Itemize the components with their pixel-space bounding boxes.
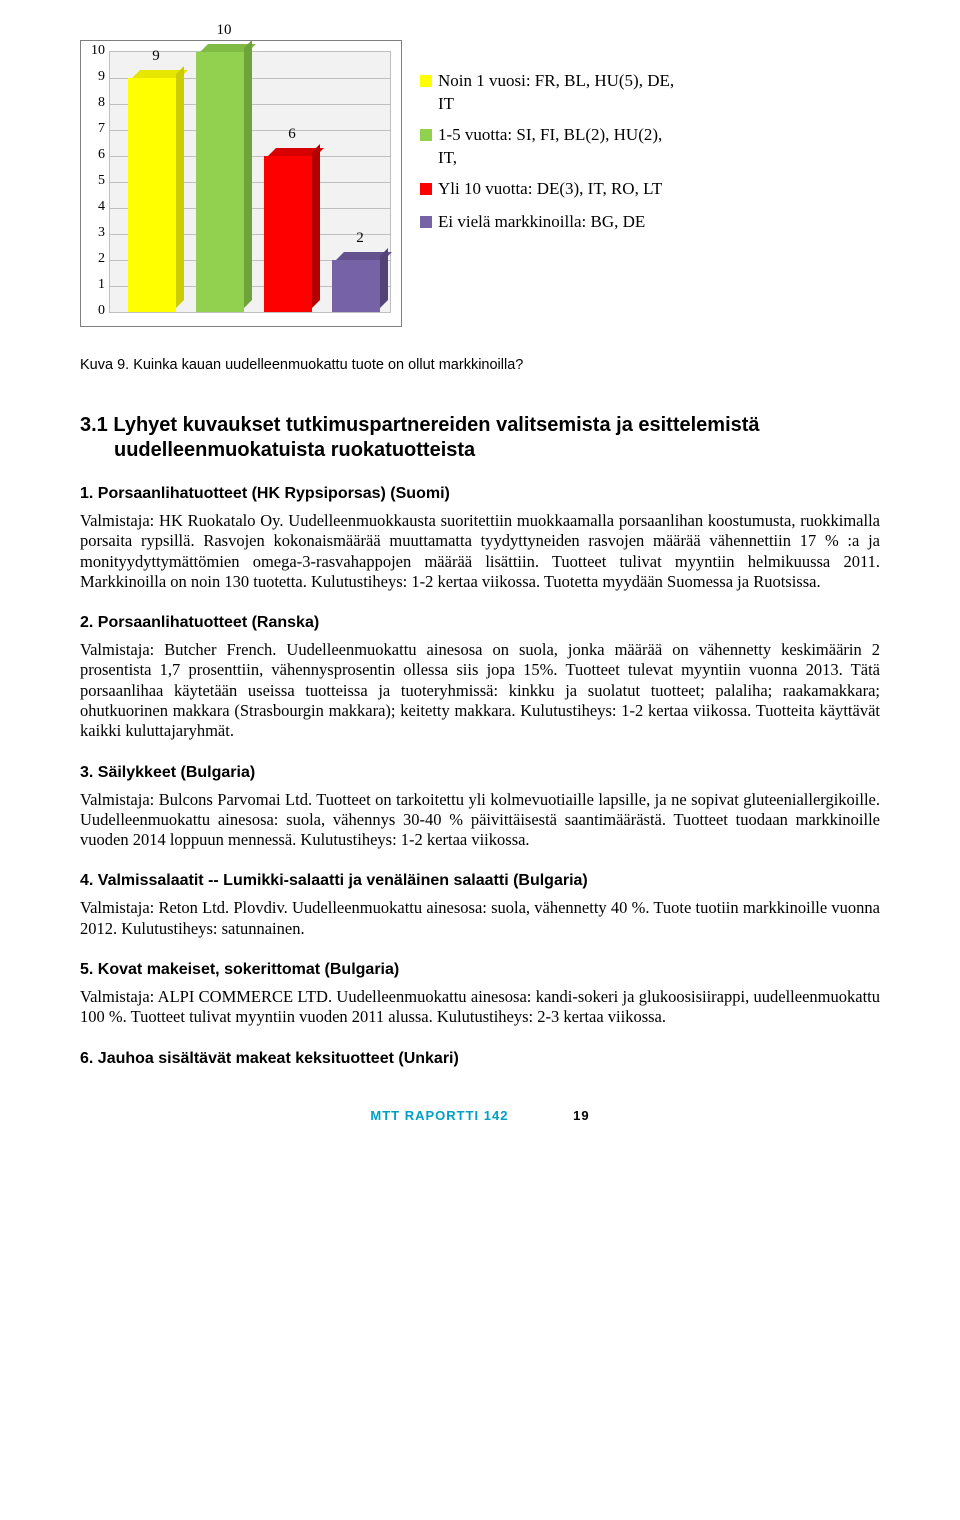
y-tick-label: 8 bbox=[81, 95, 105, 111]
page-footer: MTT RAPORTTI 142 19 bbox=[80, 1108, 880, 1123]
bar-top-face bbox=[336, 252, 392, 260]
y-tick-label: 10 bbox=[81, 43, 105, 59]
figure-9: 012345678910 91062 Noin 1 vuosi: FR, BL,… bbox=[80, 40, 880, 373]
y-tick-label: 9 bbox=[81, 69, 105, 85]
section-heading-3-1: 3.1 Lyhyet kuvaukset tutkimuspartnereide… bbox=[80, 413, 880, 463]
y-tick-label: 4 bbox=[81, 199, 105, 215]
chart-bar: 9 bbox=[128, 78, 176, 312]
page: 012345678910 91062 Noin 1 vuosi: FR, BL,… bbox=[0, 0, 960, 1153]
item-6-title: 6. Jauhoa sisältävät makeat keksituottee… bbox=[80, 1050, 880, 1068]
legend-swatch bbox=[420, 183, 432, 195]
chart-wrap: 012345678910 91062 Noin 1 vuosi: FR, BL,… bbox=[80, 40, 880, 327]
y-tick-label: 2 bbox=[81, 251, 105, 267]
figure-caption: Kuva 9. Kuinka kauan uudelleenmuokattu t… bbox=[80, 357, 880, 373]
item-2-body: Valmistaja: Butcher French. Uudelleenmuo… bbox=[80, 640, 880, 741]
bar-side-face bbox=[380, 248, 388, 308]
footer-label: MTT RAPORTTI 142 bbox=[370, 1108, 508, 1123]
legend-swatch bbox=[420, 129, 432, 141]
bar-value-label: 6 bbox=[264, 126, 320, 143]
chart-area: 012345678910 91062 bbox=[80, 40, 402, 327]
bar-value-label: 9 bbox=[128, 48, 184, 65]
item-5-body: Valmistaja: ALPI COMMERCE LTD. Uudelleen… bbox=[80, 987, 880, 1028]
bar-top-face bbox=[132, 70, 188, 78]
bar-value-label: 10 bbox=[196, 22, 252, 39]
bar-top-face bbox=[268, 148, 324, 156]
page-number: 19 bbox=[573, 1108, 589, 1123]
item-1-body: Valmistaja: HK Ruokatalo Oy. Uudelleenmu… bbox=[80, 511, 880, 592]
bar-value-label: 2 bbox=[332, 230, 388, 247]
bar-side-face bbox=[176, 66, 184, 308]
item-2-title: 2. Porsaanlihatuotteet (Ranska) bbox=[80, 614, 880, 632]
y-tick-label: 3 bbox=[81, 225, 105, 241]
y-tick-label: 6 bbox=[81, 147, 105, 163]
chart-bar: 6 bbox=[264, 156, 312, 312]
legend-label: Noin 1 vuosi: FR, BL, HU(5), DE, IT bbox=[438, 70, 850, 116]
bar-side-face bbox=[244, 40, 252, 308]
y-tick-label: 1 bbox=[81, 277, 105, 293]
item-4-title: 4. Valmissalaatit -- Lumikki-salaatti ja… bbox=[80, 872, 880, 890]
plot-area: 91062 bbox=[109, 51, 391, 313]
legend-label: 1-5 vuotta: SI, FI, BL(2), HU(2), IT, bbox=[438, 124, 850, 170]
legend-swatch bbox=[420, 75, 432, 87]
legend-label: Yli 10 vuotta: DE(3), IT, RO, LT bbox=[438, 178, 850, 201]
y-tick-label: 7 bbox=[81, 121, 105, 137]
item-3-body: Valmistaja: Bulcons Parvomai Ltd. Tuotte… bbox=[80, 790, 880, 851]
legend-item: Ei vielä markkinoilla: BG, DE bbox=[420, 211, 850, 234]
chart-bar: 2 bbox=[332, 260, 380, 312]
bar-side-face bbox=[312, 144, 320, 308]
legend-item: Noin 1 vuosi: FR, BL, HU(5), DE, IT bbox=[420, 70, 850, 116]
y-tick-label: 5 bbox=[81, 173, 105, 189]
legend-label: Ei vielä markkinoilla: BG, DE bbox=[438, 211, 850, 234]
y-tick-label: 0 bbox=[81, 303, 105, 319]
item-3-title: 3. Säilykkeet (Bulgaria) bbox=[80, 764, 880, 782]
item-5-title: 5. Kovat makeiset, sokerittomat (Bulgari… bbox=[80, 961, 880, 979]
legend-swatch bbox=[420, 216, 432, 228]
chart-bar: 10 bbox=[196, 52, 244, 312]
chart-legend: Noin 1 vuosi: FR, BL, HU(5), DE, IT 1-5 … bbox=[420, 40, 850, 242]
item-4-body: Valmistaja: Reton Ltd. Plovdiv. Uudellee… bbox=[80, 898, 880, 939]
legend-item: Yli 10 vuotta: DE(3), IT, RO, LT bbox=[420, 178, 850, 201]
item-1-title: 1. Porsaanlihatuotteet (HK Rypsiporsas) … bbox=[80, 485, 880, 503]
legend-item: 1-5 vuotta: SI, FI, BL(2), HU(2), IT, bbox=[420, 124, 850, 170]
bar-top-face bbox=[200, 44, 256, 52]
